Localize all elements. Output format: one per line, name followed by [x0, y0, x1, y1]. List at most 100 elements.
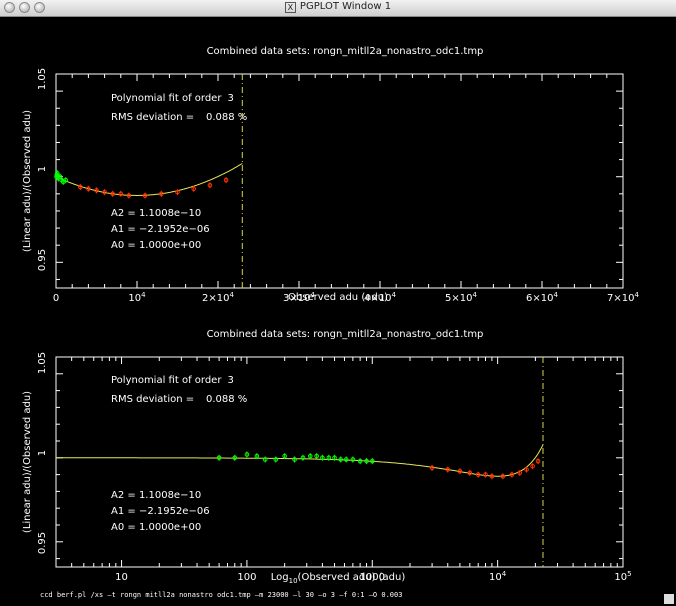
- data-point: [300, 455, 306, 461]
- data-point: [102, 189, 107, 195]
- y-axis-label: (Linear adu)/(Observed adu): [22, 391, 33, 533]
- plot-title: Combined data sets: rongn_mitll2a_nonast…: [207, 329, 484, 340]
- data-point: [282, 453, 287, 459]
- data-point: [320, 455, 325, 461]
- y-tick-label: 1: [37, 166, 48, 172]
- x-axis-label: Log10(Observed adu) (adu): [271, 572, 406, 585]
- data-point: [314, 453, 319, 459]
- coeff-a1: A1 = −2.1952e−06: [111, 506, 210, 517]
- coeff-a0: A0 = 1.0000e+00: [111, 522, 201, 533]
- plot-area: Combined data sets: rongn_mitll2a_nonast…: [0, 17, 676, 589]
- data-point: [475, 472, 481, 477]
- data-point: [364, 458, 369, 464]
- rms-value: 0.088 %: [206, 394, 247, 405]
- x-tick-label: 100: [237, 572, 256, 583]
- data-point: [467, 470, 473, 476]
- fit-label: Polynomial fit of order 3: [111, 93, 234, 104]
- plot-linear: Combined data sets: rongn_mitll2a_nonast…: [22, 46, 640, 304]
- x-tick-labels: 0 104 2×104 3×104 4×104 5×104 6×104 7×104: [53, 291, 640, 304]
- x-tick-label: 104: [128, 291, 146, 304]
- y-tick-label: 0.95: [37, 249, 48, 271]
- plot-data: [56, 357, 544, 567]
- rms-value: 0.088 %: [206, 112, 247, 123]
- plot-data: [54, 74, 243, 288]
- x-axis-label: Observed adu (adu): [288, 292, 388, 303]
- close-button[interactable]: [4, 2, 15, 13]
- data-point: [445, 467, 451, 472]
- axis-ticks: [55, 73, 624, 288]
- data-point: [500, 473, 506, 479]
- x-tick-label: 0: [53, 293, 59, 304]
- x11-icon: X: [284, 2, 296, 13]
- x-tick-label: 3×104: [283, 291, 315, 304]
- x-tick-label: 4×104: [364, 291, 396, 304]
- data-point: [191, 186, 196, 192]
- x-tick-label: 7×104: [607, 291, 639, 304]
- axis-ticks: [55, 356, 624, 567]
- x-tick-label: 105: [614, 570, 631, 583]
- plot-frame: [55, 73, 624, 289]
- window-title: PGPLOT Window 1: [299, 1, 392, 12]
- data-point: [369, 458, 375, 464]
- data-point: [332, 455, 337, 461]
- data-point: [110, 191, 115, 197]
- data-point: [524, 467, 529, 472]
- x-tick-label: 2×104: [202, 291, 234, 304]
- data-point: [78, 184, 83, 190]
- x-tick-label: 6×104: [526, 291, 558, 304]
- rms-label: RMS deviation =: [111, 112, 194, 123]
- data-point: [207, 182, 213, 188]
- command-line: ccd berf.pl /xs –t rongn mitll2a nonastr…: [40, 591, 403, 599]
- data-point: [338, 457, 344, 462]
- y-tick-label: 1.05: [37, 68, 48, 90]
- data-point: [175, 189, 180, 195]
- data-point: [254, 453, 260, 459]
- coeff-a1: A1 = −2.1952e−06: [111, 224, 210, 235]
- data-point: [232, 455, 238, 461]
- zoom-button[interactable]: [34, 2, 45, 13]
- x-tick-label: 104: [489, 570, 507, 583]
- fit-curve: [55, 163, 243, 196]
- plot-log: Combined data sets: rongn_mitll2a_nonast…: [22, 329, 632, 585]
- data-point: [292, 457, 297, 462]
- data-point: [86, 186, 91, 192]
- data-point: [307, 453, 313, 459]
- y-axis-label: (Linear adu)/(Observed adu): [22, 110, 33, 252]
- x-tick-label: 1000: [360, 572, 385, 583]
- resize-grip-icon[interactable]: [664, 594, 674, 604]
- minimize-button[interactable]: [19, 2, 30, 13]
- rms-label: RMS deviation =: [111, 394, 194, 405]
- data-point: [126, 193, 132, 198]
- coeff-a2: A2 = 1.1008e−10: [111, 490, 201, 501]
- data-point: [142, 193, 148, 198]
- coeff-a0: A0 = 1.0000e+00: [111, 240, 201, 251]
- data-point: [343, 457, 349, 462]
- x-tick-labels: 10 100 1000 104 105: [115, 570, 631, 583]
- data-point: [509, 472, 515, 477]
- data-point: [118, 191, 124, 197]
- y-tick-label: 1: [37, 450, 48, 456]
- data-point: [429, 465, 435, 471]
- plot-frame: [55, 356, 624, 568]
- title-bar: X PGPLOT Window 1: [0, 0, 676, 17]
- data-point: [357, 458, 363, 464]
- data-point: [223, 177, 229, 183]
- fit-label: Polynomial fit of order 3: [111, 375, 234, 386]
- data-point: [273, 457, 279, 462]
- data-point: [244, 452, 250, 457]
- x-tick-label: 10: [115, 572, 128, 583]
- data-point: [63, 177, 69, 183]
- plot-title: Combined data sets: rongn_mitll2a_nonast…: [207, 46, 484, 57]
- data-point: [216, 455, 222, 461]
- coeff-a2: A2 = 1.1008e−10: [111, 208, 201, 219]
- y-tick-label: 1.05: [37, 352, 48, 374]
- x-tick-label: 5×104: [445, 291, 477, 304]
- data-point: [530, 463, 535, 469]
- data-point: [262, 457, 268, 462]
- data-point: [517, 470, 523, 476]
- data-point: [457, 468, 463, 474]
- plots-svg: Combined data sets: rongn_mitll2a_nonast…: [22, 46, 640, 585]
- data-point: [535, 458, 541, 464]
- data-point: [159, 191, 164, 197]
